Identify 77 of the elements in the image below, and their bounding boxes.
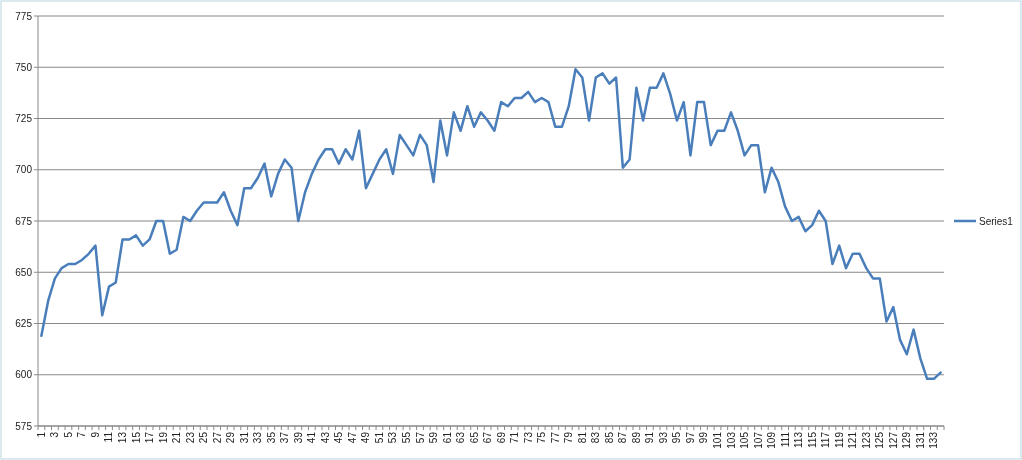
legend-label: Series1 [979,215,1014,227]
x-tick-label: 7 [76,431,88,438]
x-tick-label: 31 [238,431,250,444]
x-tick-label: 83 [590,431,602,444]
y-tick-label: 775 [15,10,33,22]
x-tick-label: 131 [914,431,926,449]
x-tick-label: 45 [333,431,345,444]
x-tick-label: 65 [468,431,480,444]
x-tick-label: 23 [184,431,196,444]
x-tick-label: 87 [617,431,629,444]
x-tick-label: 121 [847,431,859,449]
x-tick-label: 127 [887,431,899,449]
y-tick-label: 675 [15,215,33,227]
x-tick-label: 55 [400,431,412,444]
x-tick-label: 91 [644,431,656,444]
x-tick-label: 21 [171,431,183,444]
x-tick-label: 77 [549,431,561,444]
x-tick-label: 117 [820,431,832,448]
x-tick-label: 97 [684,431,696,444]
x-tick-label: 5 [62,431,74,438]
y-tick-label: 700 [15,164,33,176]
x-tick-label: 1 [35,431,47,438]
x-tick-label: 75 [536,431,548,444]
x-tick-label: 51 [373,431,385,444]
y-tick-label: 725 [15,113,33,124]
x-tick-label: 111 [779,431,791,448]
x-tick-label: 9 [89,431,101,438]
y-tick-label: 600 [15,369,33,381]
x-tick-label: 27 [211,431,223,444]
x-tick-label: 81 [576,431,588,444]
x-tick-label: 123 [860,431,872,449]
x-tick-label: 29 [225,431,237,444]
x-tick-label: 49 [360,431,372,444]
x-tick-label: 69 [495,431,507,444]
y-tick-label: 650 [15,266,33,278]
x-tick-label: 13 [117,431,129,444]
x-tick-label: 89 [630,431,642,444]
x-tick-label: 47 [346,431,358,444]
x-tick-label: 33 [252,431,264,444]
x-tick-label: 99 [698,431,710,444]
x-tick-label: 3 [49,431,61,438]
x-tick-label: 39 [292,431,304,444]
x-tick-label: 53 [387,431,399,444]
y-tick-label: 750 [15,61,33,73]
y-tick-label: 575 [15,420,33,432]
x-tick-label: 19 [157,431,169,444]
x-tick-label: 85 [603,431,615,444]
x-tick-label: 79 [563,431,575,444]
x-tick-label: 73 [522,431,534,444]
x-tick-label: 95 [671,431,683,444]
x-tick-label: 35 [265,431,277,444]
x-tick-label: 25 [198,431,210,444]
x-tick-label: 113 [793,431,805,448]
x-tick-label: 61 [441,431,453,444]
x-tick-label: 67 [482,431,494,444]
x-tick-label: 17 [144,431,156,444]
y-tick-label: 625 [15,318,33,329]
x-tick-label: 119 [833,431,845,448]
x-tick-label: 15 [130,431,142,444]
x-tick-label: 103 [725,431,737,449]
x-tick-label: 115 [806,431,818,448]
x-tick-label: 107 [752,431,764,449]
x-tick-label: 125 [874,431,886,449]
x-tick-label: 57 [414,431,426,444]
x-tick-label: 109 [766,431,778,449]
x-tick-label: 41 [306,431,318,444]
x-tick-label: 63 [455,431,467,444]
x-tick-label: 105 [739,431,751,449]
x-tick-label: 11 [103,431,115,443]
x-tick-label: 133 [928,431,940,449]
x-tick-label: 93 [657,431,669,444]
x-tick-label: 101 [712,431,723,449]
x-tick-label: 71 [509,431,521,444]
x-tick-label: 43 [319,431,331,444]
x-tick-label: 129 [901,431,913,449]
x-tick-label: 37 [279,431,291,444]
x-tick-label: 59 [428,431,440,444]
